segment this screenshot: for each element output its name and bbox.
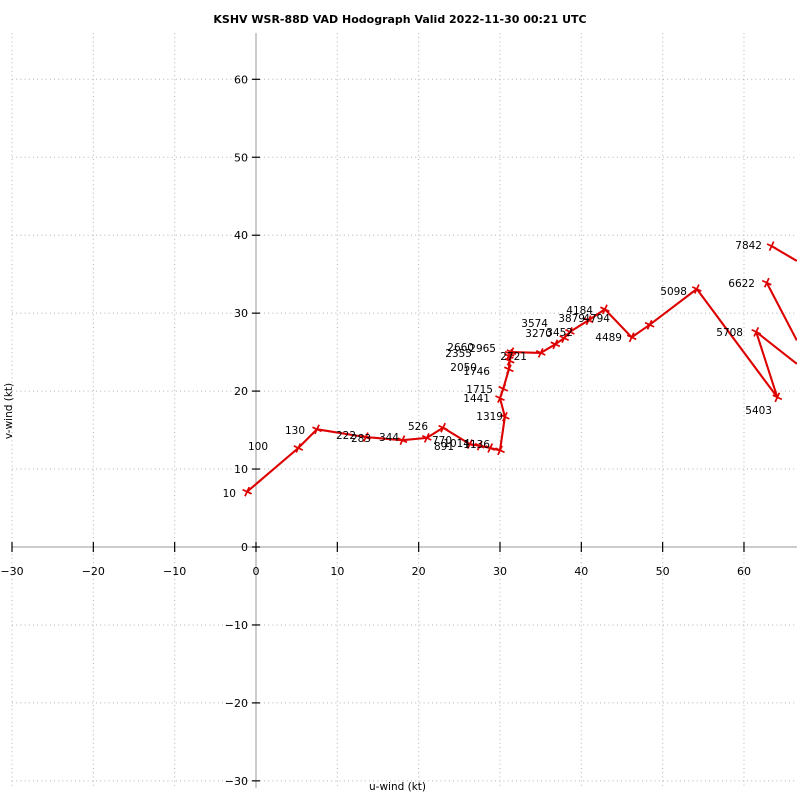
height-label: 1136 (463, 439, 490, 451)
x-tick-label: 0 (253, 565, 260, 578)
height-label: 5403 (745, 405, 772, 417)
height-label: 2721 (500, 351, 527, 363)
y-tick-label: −10 (225, 619, 248, 632)
height-label: 1014 (443, 438, 470, 450)
y-tick-label: 10 (234, 463, 248, 476)
data-point-marker (626, 332, 637, 343)
height-label: 5708 (716, 327, 743, 339)
data-point-marker (397, 435, 408, 446)
data-point-marker (565, 327, 575, 337)
height-label: 526 (408, 421, 428, 433)
data-point-marker (691, 284, 702, 294)
height-label: 1746 (463, 366, 490, 378)
data-point-marker (500, 411, 510, 422)
data-point-marker (438, 422, 448, 433)
data-point-marker (583, 315, 594, 326)
y-tick-label: 40 (234, 229, 248, 242)
height-label: 3879 (558, 313, 585, 325)
x-tick-label: 60 (737, 565, 751, 578)
hodograph-line (246, 287, 779, 493)
x-tick-label: −20 (82, 565, 105, 578)
y-tick-label: −30 (225, 775, 248, 788)
height-label: 891 (434, 441, 454, 453)
x-axis-label: u-wind (kt) (369, 781, 426, 793)
data-point-marker (485, 443, 496, 453)
data-point-marker (761, 277, 772, 288)
height-label: 3574 (521, 318, 548, 330)
height-label: 1319 (476, 411, 503, 423)
x-tick-label: −10 (163, 565, 186, 578)
data-point-marker (504, 348, 515, 359)
x-tick-label: 40 (574, 565, 588, 578)
height-label: 283 (351, 433, 371, 445)
data-point-marker (506, 347, 517, 357)
data-point-marker (535, 348, 546, 358)
x-tick-label: 30 (493, 565, 507, 578)
x-tick-label: 20 (412, 565, 426, 578)
y-tick-label: 20 (234, 385, 248, 398)
hodograph-trace (246, 245, 797, 493)
chart-title: KSHV WSR-88D VAD Hodograph Valid 2022-11… (213, 13, 587, 26)
height-label: 6622 (728, 278, 755, 290)
zero-axes (12, 33, 797, 788)
height-label: 2050 (450, 362, 477, 374)
height-label: 3270 (525, 328, 552, 340)
data-point-marker (421, 433, 432, 443)
data-point-marker (559, 333, 570, 343)
data-point-markers (242, 241, 783, 497)
height-label: 1715 (466, 384, 493, 396)
height-label: 770 (432, 435, 452, 447)
tick-marks (11, 78, 745, 782)
height-label: 10 (223, 488, 236, 500)
y-tick-label: 0 (241, 541, 248, 554)
height-label: 4489 (595, 332, 622, 344)
x-tick-label: 10 (330, 565, 344, 578)
data-point-marker (600, 304, 610, 315)
data-point-marker (550, 339, 561, 350)
data-point-marker (293, 443, 304, 453)
height-label: 2660 (447, 342, 474, 354)
data-point-marker (465, 439, 475, 449)
height-label: 3452 (546, 327, 573, 339)
height-label: 344 (379, 432, 399, 444)
hodograph-line-stub (755, 331, 797, 365)
data-point-marker (498, 383, 509, 394)
y-tick-label: 30 (234, 307, 248, 320)
height-label: 2355 (445, 348, 472, 360)
gridlines (11, 33, 797, 788)
y-tick-label: −20 (225, 697, 248, 710)
y-tick-label: 60 (234, 73, 248, 86)
data-point-marker (360, 432, 371, 442)
data-point-marker (751, 327, 762, 337)
height-label: 4794 (583, 313, 610, 325)
height-label: 222 (336, 430, 356, 442)
data-point-marker (495, 393, 505, 403)
x-tick-label: 50 (656, 565, 670, 578)
height-label: 2965 (469, 343, 496, 355)
hodograph-line-stub (765, 282, 797, 341)
data-point-marker (495, 445, 505, 456)
y-axis-label: v-wind (kt) (3, 383, 15, 439)
x-tick-label: −30 (0, 565, 23, 578)
data-point-marker (772, 392, 783, 403)
height-label: 1441 (463, 393, 490, 405)
data-point-marker (504, 364, 514, 375)
data-point-marker (242, 486, 252, 497)
tick-labels: −30 −20 −10 0 10 20 30 40 50 60 −30 −20 −10 0 10 20 30 40… (0, 73, 751, 788)
height-label: 100 (248, 441, 268, 453)
data-point-marker (766, 241, 777, 251)
height-label: 4184 (566, 305, 593, 317)
height-label: 5098 (660, 286, 687, 298)
height-label: 130 (285, 425, 305, 437)
data-point-marker (312, 424, 322, 435)
y-tick-label: 50 (234, 151, 248, 164)
data-point-marker (644, 319, 655, 330)
height-label: 7842 (735, 240, 762, 252)
data-point-marker (474, 440, 485, 451)
